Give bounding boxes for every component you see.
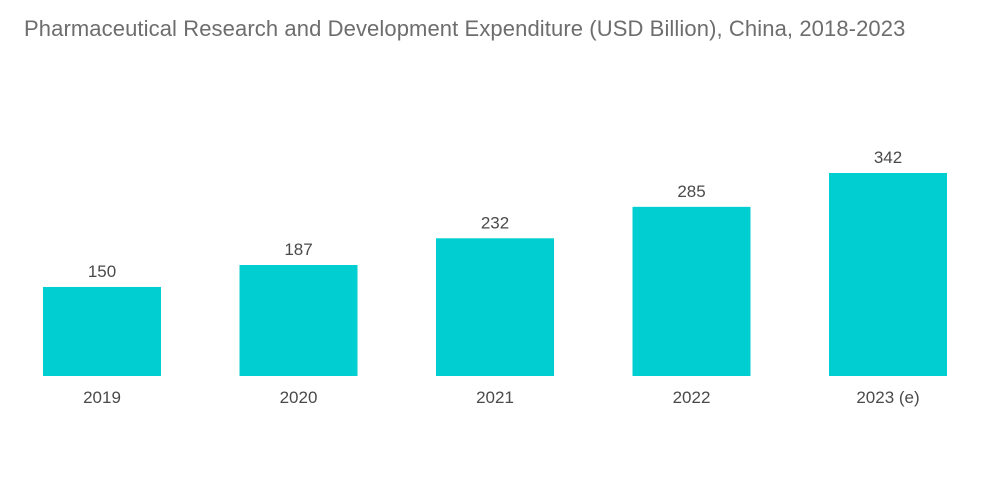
bar-2 bbox=[436, 238, 554, 376]
data-label-4: 342 bbox=[874, 148, 902, 167]
category-label-1: 2020 bbox=[280, 388, 318, 407]
chart-title: Pharmaceutical Research and Development … bbox=[24, 16, 906, 41]
category-label-2: 2021 bbox=[476, 388, 514, 407]
bar-0 bbox=[43, 286, 161, 376]
category-label-0: 2019 bbox=[83, 388, 121, 407]
category-label-3: 2022 bbox=[673, 388, 711, 407]
data-label-0: 150 bbox=[88, 262, 116, 281]
data-label-2: 232 bbox=[481, 213, 509, 232]
bar-1 bbox=[239, 265, 358, 376]
data-label-3: 285 bbox=[677, 182, 705, 201]
category-label-4: 2023 (e) bbox=[856, 388, 919, 407]
bar-3 bbox=[632, 206, 751, 376]
bar-4 bbox=[829, 173, 947, 376]
data-label-1: 187 bbox=[284, 240, 312, 259]
